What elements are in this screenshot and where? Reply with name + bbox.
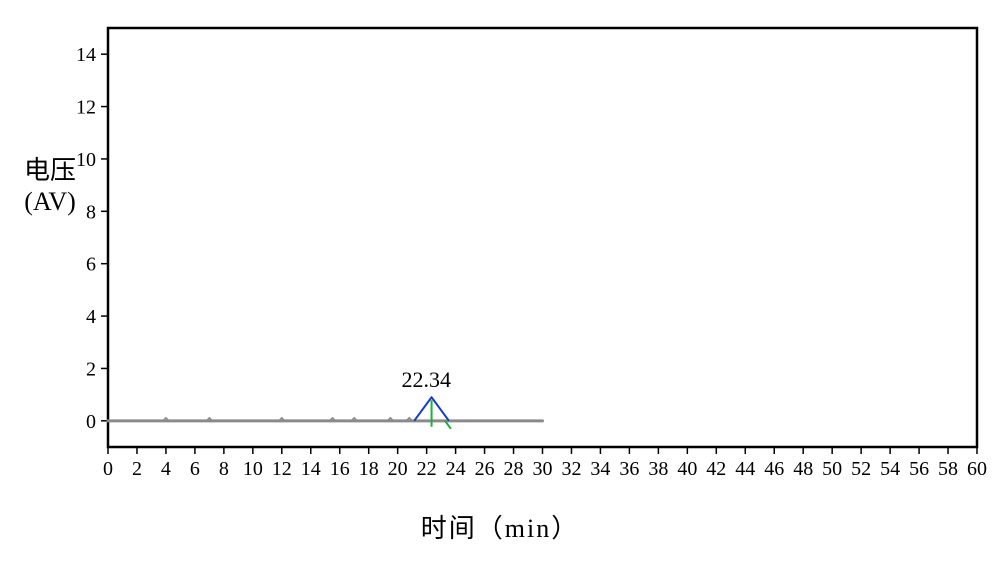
x-axis-label: 时间（min）: [0, 508, 1000, 545]
svg-text:0: 0: [103, 458, 113, 480]
svg-text:4: 4: [86, 306, 96, 328]
svg-text:40: 40: [677, 458, 697, 480]
svg-text:48: 48: [793, 458, 813, 480]
svg-text:6: 6: [86, 254, 96, 276]
svg-text:0: 0: [86, 411, 96, 433]
svg-text:16: 16: [330, 458, 350, 480]
svg-text:44: 44: [735, 458, 755, 480]
svg-text:20: 20: [388, 458, 408, 480]
svg-text:60: 60: [967, 458, 987, 480]
chromatogram-figure: 0246810121402468101214161820222426283032…: [0, 0, 1000, 561]
y-axis-label: 电压 (AV): [10, 150, 90, 217]
svg-text:12: 12: [272, 458, 292, 480]
svg-text:34: 34: [590, 458, 610, 480]
svg-text:10: 10: [243, 458, 263, 480]
svg-text:36: 36: [619, 458, 639, 480]
svg-text:2: 2: [86, 358, 96, 380]
svg-text:54: 54: [880, 458, 900, 480]
y-axis-label-line1: 电压: [24, 156, 76, 185]
svg-text:50: 50: [822, 458, 842, 480]
svg-text:4: 4: [161, 458, 171, 480]
svg-text:42: 42: [706, 458, 726, 480]
svg-text:24: 24: [446, 458, 466, 480]
chart-canvas: 0246810121402468101214161820222426283032…: [0, 0, 1000, 561]
y-axis-label-line2: (AV): [24, 187, 76, 216]
svg-text:32: 32: [561, 458, 581, 480]
svg-text:2: 2: [132, 458, 142, 480]
svg-text:18: 18: [359, 458, 379, 480]
svg-text:30: 30: [533, 458, 553, 480]
svg-text:6: 6: [190, 458, 200, 480]
svg-text:28: 28: [504, 458, 524, 480]
svg-text:22: 22: [417, 458, 437, 480]
svg-text:46: 46: [764, 458, 784, 480]
peak-retention-time-label: 22.34: [402, 367, 452, 393]
svg-text:8: 8: [219, 458, 229, 480]
svg-text:14: 14: [301, 458, 321, 480]
svg-text:52: 52: [851, 458, 871, 480]
svg-text:26: 26: [475, 458, 495, 480]
svg-text:12: 12: [76, 97, 96, 119]
svg-text:38: 38: [648, 458, 668, 480]
svg-text:56: 56: [909, 458, 929, 480]
svg-text:58: 58: [938, 458, 958, 480]
svg-text:14: 14: [76, 44, 96, 66]
